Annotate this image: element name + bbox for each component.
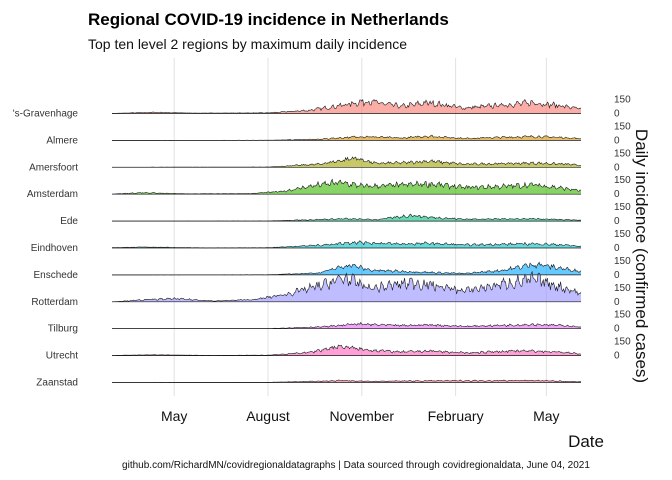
region-label: Amersfoort (29, 162, 78, 173)
ridge-utrecht (111, 344, 581, 356)
y-tick-label: 150 (614, 283, 631, 294)
x-axis-title: Date (568, 432, 604, 451)
ridge-area (112, 345, 581, 356)
y-tick-label: 0 (614, 270, 620, 281)
ridge-line (111, 240, 582, 249)
y-tick-label: 150 (614, 175, 631, 186)
y-tick-label: 0 (614, 135, 620, 146)
region-label: Eindhoven (31, 243, 78, 254)
x-axis-ticks: May August November February May (161, 408, 560, 424)
x-tick-label: November (329, 408, 394, 424)
y-tick-label: 150 (614, 337, 631, 348)
region-label: Tilburg (48, 324, 78, 335)
ridge-area (112, 322, 581, 329)
ridge-area (112, 262, 581, 275)
region-label: Ede (60, 216, 78, 227)
region-label: Amsterdam (27, 189, 78, 200)
y-tick-label: 150 (614, 256, 631, 267)
ridge-line (111, 344, 581, 356)
ridge-area (112, 214, 581, 222)
y-axis-title: Daily incidence (confirmed cases) (632, 129, 651, 383)
ridge-zaanstad (112, 379, 582, 383)
ridge-rotterdam (111, 270, 582, 303)
ridge-area (112, 157, 581, 168)
ridge-eindhoven (111, 240, 582, 249)
y-tick-label: 150 (614, 310, 631, 321)
x-tick-label: May (533, 408, 559, 424)
ridge-area (112, 99, 581, 114)
region-label: 's-Gravenhage (13, 109, 79, 120)
y-tick-label: 0 (614, 297, 620, 308)
source-caption: github.com/RichardMN/covidregionaldatagr… (122, 460, 590, 471)
y-tick-label: 150 (614, 148, 631, 159)
chart-title: Regional COVID-19 incidence in Netherlan… (88, 10, 449, 29)
ridge-line (111, 178, 582, 195)
y-tick-label: 0 (614, 324, 620, 335)
y-tick-label: 0 (614, 216, 620, 227)
y-tick-label: 150 (614, 95, 631, 106)
region-label: Zaanstad (36, 378, 78, 389)
ridge-tilburg (111, 321, 582, 330)
region-label: Rotterdam (31, 297, 78, 308)
region-labels: 's-Gravenhage Almere Amersfoort Amsterdam Ed… (13, 109, 79, 389)
ridge-area (112, 380, 581, 383)
y-tick-label: 0 (614, 351, 620, 362)
ridge-almere (112, 134, 582, 141)
y-tick-label: 0 (614, 109, 620, 120)
y-tick-label: 0 (614, 162, 620, 173)
x-tick-label: May (161, 408, 187, 424)
ridge-amersfoort (112, 156, 582, 168)
region-label: Utrecht (46, 351, 78, 362)
ridge-ede (112, 213, 582, 222)
x-tick-label: February (428, 408, 484, 424)
ridges (111, 98, 582, 383)
y-tick-label: 0 (614, 243, 620, 254)
region-label: Enschede (34, 270, 79, 281)
ridge--s-gravenhage (112, 98, 582, 114)
chart-subtitle: Top ten level 2 regions by maximum daily… (88, 36, 407, 52)
ridge-area (112, 179, 581, 195)
ridge-line (112, 98, 582, 114)
ridge-area (112, 240, 581, 248)
x-tick-label: August (246, 408, 290, 424)
y-tick-label: 150 (614, 202, 631, 213)
y-tick-label: 0 (614, 189, 620, 200)
ridge-line (111, 270, 582, 303)
ridge-amsterdam (111, 178, 582, 195)
region-label: Almere (46, 135, 78, 146)
vertical-gridlines (173, 58, 547, 396)
ridge-area (112, 271, 581, 302)
y-tick-label: 150 (614, 121, 631, 132)
y-tick-label: 150 (614, 229, 631, 240)
